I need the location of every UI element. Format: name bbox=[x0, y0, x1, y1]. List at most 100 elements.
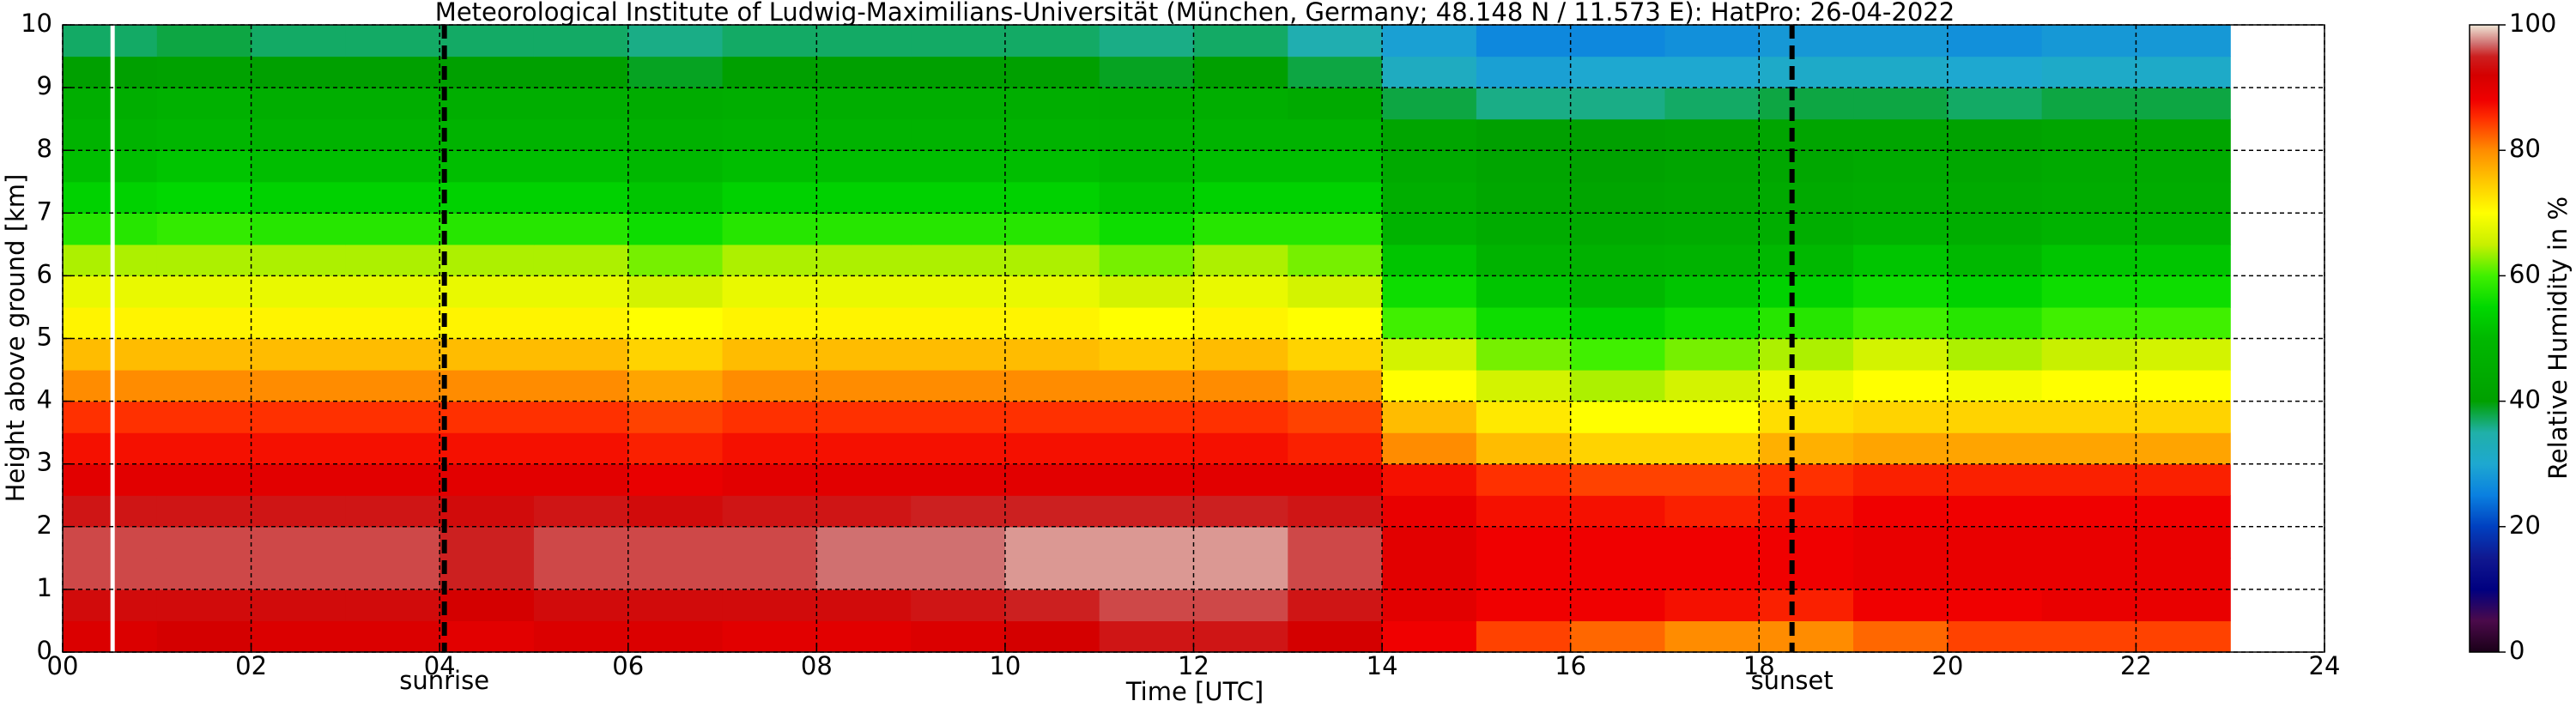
heat-cell bbox=[1288, 338, 1383, 371]
heat-cell bbox=[2041, 25, 2137, 57]
heat-cell bbox=[439, 338, 535, 371]
heat-cell bbox=[345, 181, 440, 214]
heat-cell bbox=[1947, 25, 2043, 57]
heat-cell bbox=[1193, 463, 1288, 496]
heat-cell bbox=[63, 181, 158, 214]
x-tick-label: 16 bbox=[1555, 651, 1586, 680]
heat-cell bbox=[2136, 401, 2231, 433]
heat-cell bbox=[1382, 306, 1477, 340]
heat-cell bbox=[1476, 181, 1572, 214]
heat-cell bbox=[1382, 181, 1477, 214]
heat-cell bbox=[345, 589, 440, 622]
heat-cell bbox=[345, 495, 440, 528]
heat-cell bbox=[1099, 589, 1195, 622]
heat-cell bbox=[439, 370, 535, 402]
heat-cell bbox=[1193, 56, 1288, 88]
heat-cell bbox=[722, 495, 817, 528]
heat-cell bbox=[345, 25, 440, 57]
heat-cell bbox=[1004, 463, 1100, 496]
heat-cell bbox=[1947, 370, 2043, 402]
y-tick-label: 2 bbox=[37, 511, 52, 540]
heat-cell bbox=[1382, 338, 1477, 371]
heat-cell bbox=[2136, 589, 2231, 622]
heat-cell bbox=[1288, 25, 1383, 57]
heat-cell bbox=[251, 558, 346, 590]
heat-cell bbox=[1853, 589, 1949, 622]
heat-cell bbox=[1570, 213, 1666, 245]
heat-cell bbox=[1193, 495, 1288, 528]
heat-cell bbox=[1193, 558, 1288, 590]
heat-cell bbox=[1664, 213, 1760, 245]
x-tick-label: 24 bbox=[2309, 651, 2341, 680]
colorbar-tick-label: 40 bbox=[2509, 385, 2541, 414]
heat-cell bbox=[2136, 526, 2231, 559]
heat-cell bbox=[1004, 56, 1100, 88]
heat-cell bbox=[2041, 118, 2137, 151]
heat-cell bbox=[156, 88, 252, 120]
heat-cell bbox=[533, 181, 629, 214]
heat-cell bbox=[627, 56, 724, 88]
heat-cell bbox=[722, 306, 817, 340]
heat-cell bbox=[533, 495, 629, 528]
heat-cell bbox=[722, 432, 817, 465]
heat-cell bbox=[439, 118, 535, 151]
x-tick-label: 14 bbox=[1367, 651, 1398, 680]
heat-cell bbox=[627, 118, 724, 151]
heat-cell bbox=[1382, 620, 1477, 653]
heat-cell bbox=[251, 118, 346, 151]
heat-cell bbox=[345, 150, 440, 183]
heat-cell bbox=[1193, 181, 1288, 214]
event-label: sunrise bbox=[399, 666, 489, 695]
heat-cell bbox=[1004, 558, 1100, 590]
heat-cell bbox=[1288, 88, 1383, 120]
heat-cell bbox=[345, 118, 440, 151]
heat-cell bbox=[1193, 25, 1288, 57]
heat-cell bbox=[911, 56, 1006, 88]
y-tick-label: 10 bbox=[21, 9, 52, 38]
heat-cell bbox=[1947, 244, 2043, 276]
heat-cell bbox=[1570, 526, 1666, 559]
heat-cell bbox=[1382, 88, 1477, 120]
heat-cell bbox=[1853, 181, 1949, 214]
heat-cell bbox=[2136, 495, 2231, 528]
y-tick-label: 8 bbox=[37, 134, 52, 163]
heat-cell bbox=[911, 306, 1006, 340]
heat-cell bbox=[1947, 463, 2043, 496]
heat-cell bbox=[722, 118, 817, 151]
heat-cell bbox=[63, 558, 158, 590]
heat-cell bbox=[1476, 306, 1572, 340]
heat-cell bbox=[63, 463, 158, 496]
heat-cell bbox=[2136, 463, 2231, 496]
heat-cell bbox=[156, 495, 252, 528]
heat-cell bbox=[722, 25, 817, 57]
heat-cell bbox=[911, 88, 1006, 120]
heat-cell bbox=[1193, 118, 1288, 151]
heat-cell bbox=[816, 401, 912, 433]
heat-cell bbox=[911, 338, 1006, 371]
heat-cell bbox=[1947, 181, 2043, 214]
heat-cell bbox=[1476, 150, 1572, 183]
heat-cell bbox=[1759, 306, 1854, 340]
heat-cell bbox=[251, 432, 346, 465]
heat-cell bbox=[1004, 150, 1100, 183]
heat-cell bbox=[1664, 275, 1760, 308]
heat-cell bbox=[1759, 244, 1854, 276]
heat-cell bbox=[1853, 88, 1949, 120]
heat-cell bbox=[345, 558, 440, 590]
heat-cell bbox=[1288, 275, 1383, 308]
heat-cell bbox=[2136, 213, 2231, 245]
colorbar-tick-label: 60 bbox=[2509, 259, 2541, 288]
heat-cell bbox=[2136, 181, 2231, 214]
heat-cell bbox=[1947, 275, 2043, 308]
heat-cell bbox=[1853, 306, 1949, 340]
heat-cell bbox=[2041, 56, 2137, 88]
heat-cell bbox=[627, 589, 724, 622]
heat-cell bbox=[1004, 25, 1100, 57]
heat-cell bbox=[1947, 620, 2043, 653]
heat-cell bbox=[1570, 181, 1666, 214]
heat-cell bbox=[1288, 620, 1383, 653]
colorbar-tick-label: 20 bbox=[2509, 511, 2541, 540]
heat-cell bbox=[627, 558, 724, 590]
heat-cell bbox=[1004, 118, 1100, 151]
heat-cell bbox=[533, 56, 629, 88]
